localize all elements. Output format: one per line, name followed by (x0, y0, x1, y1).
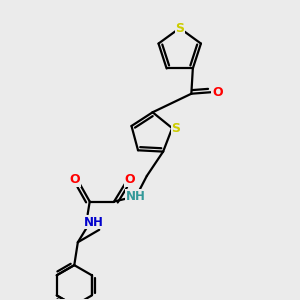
Text: NH: NH (126, 190, 146, 203)
Text: O: O (70, 173, 80, 186)
Text: O: O (212, 86, 223, 99)
Text: S: S (171, 122, 180, 135)
Text: S: S (175, 22, 184, 34)
Text: O: O (124, 173, 135, 186)
Text: NH: NH (84, 215, 103, 229)
